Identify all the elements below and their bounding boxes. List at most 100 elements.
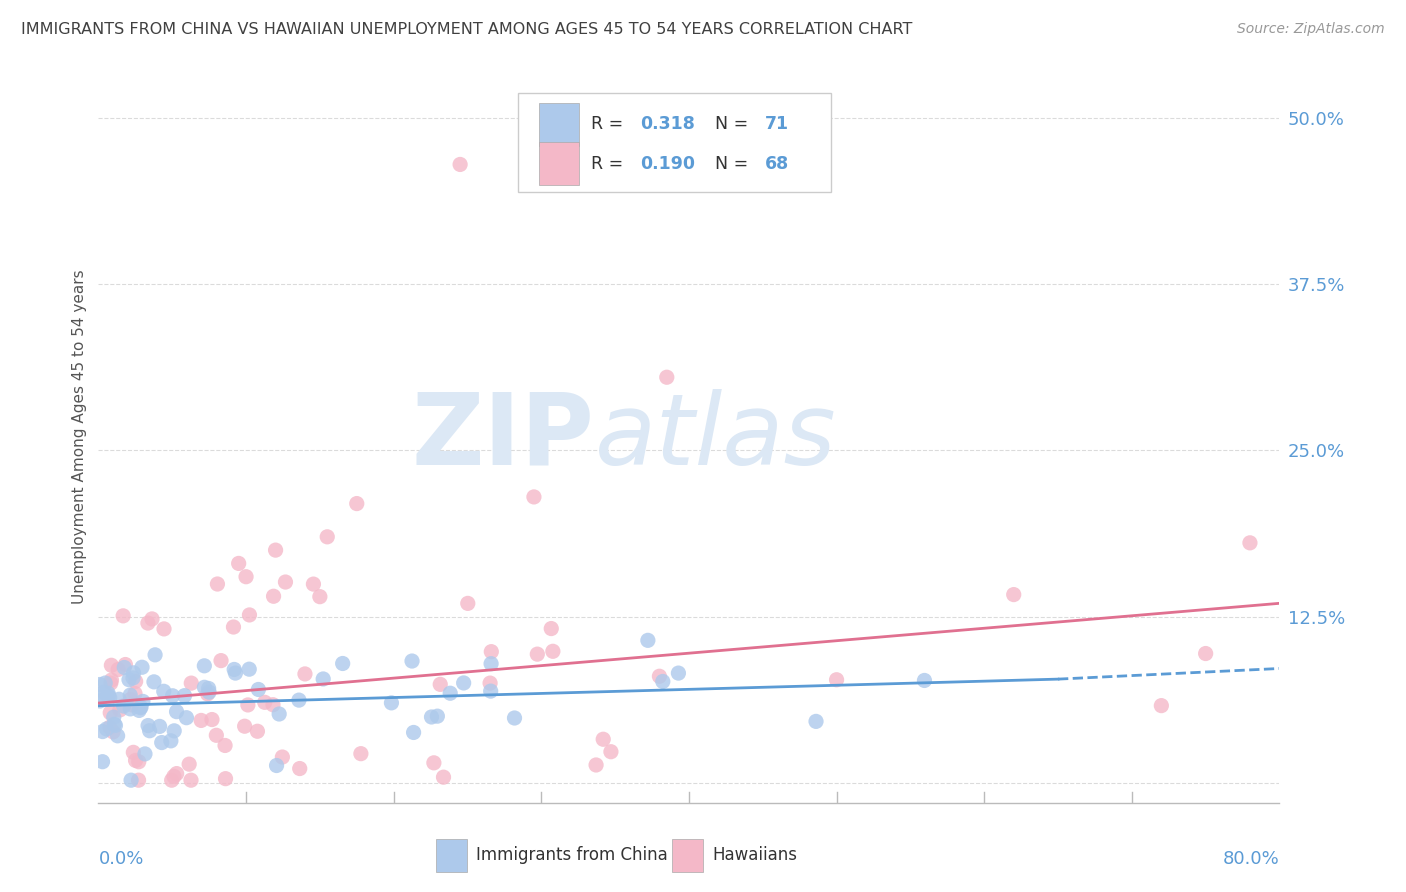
Point: [228, 557, 250, 571]
Point: [128, 703, 150, 717]
Point: [112, 660, 135, 674]
Point: [120, 702, 142, 716]
Point: [97, 686, 120, 700]
Point: [136, 718, 159, 732]
Point: [457, 596, 479, 610]
Point: [346, 497, 368, 511]
Point: [180, 676, 202, 690]
Point: [122, 665, 145, 680]
Point: [263, 589, 285, 603]
Text: ZIP: ZIP: [412, 389, 595, 485]
Point: [122, 671, 145, 685]
Point: [523, 490, 546, 504]
Point: [112, 699, 135, 714]
Point: [120, 773, 142, 788]
Point: [235, 570, 257, 584]
Point: [294, 667, 316, 681]
Point: [332, 657, 354, 671]
Point: [131, 660, 153, 674]
Point: [541, 644, 564, 658]
Point: [668, 666, 690, 681]
Point: [142, 674, 165, 689]
Point: [103, 717, 125, 731]
Point: [637, 633, 659, 648]
Point: [288, 762, 311, 776]
Point: [655, 370, 678, 384]
Point: [302, 577, 325, 591]
Point: [197, 687, 219, 701]
Point: [592, 732, 614, 747]
Point: [120, 688, 142, 702]
Point: [107, 663, 129, 677]
Point: [233, 719, 256, 733]
Point: [600, 745, 623, 759]
Point: [141, 612, 163, 626]
Point: [138, 723, 160, 738]
Point: [129, 700, 152, 714]
Point: [479, 676, 502, 690]
Point: [98, 720, 121, 734]
Point: [180, 773, 202, 788]
Point: [271, 750, 294, 764]
Point: [124, 686, 146, 700]
Text: N =: N =: [714, 154, 754, 173]
Point: [193, 658, 215, 673]
Point: [107, 729, 129, 743]
Text: Hawaiians: Hawaiians: [713, 847, 797, 864]
Text: 0.190: 0.190: [641, 154, 696, 173]
Point: [96, 722, 118, 736]
Point: [479, 657, 502, 671]
Point: [160, 734, 183, 748]
Point: [209, 654, 232, 668]
Point: [651, 674, 673, 689]
FancyBboxPatch shape: [672, 838, 703, 872]
Point: [503, 711, 526, 725]
Text: atlas: atlas: [595, 389, 837, 485]
Point: [246, 724, 269, 739]
Point: [98, 690, 121, 705]
Text: Immigrants from China: Immigrants from China: [477, 847, 668, 864]
Point: [288, 693, 311, 707]
Point: [91, 755, 114, 769]
Point: [104, 718, 127, 732]
Point: [89, 677, 111, 691]
Point: [176, 711, 198, 725]
Point: [380, 696, 402, 710]
Point: [136, 616, 159, 631]
Point: [166, 766, 188, 780]
Point: [153, 622, 176, 636]
Point: [118, 673, 141, 687]
Point: [103, 710, 125, 724]
Point: [236, 698, 259, 712]
Point: [190, 714, 212, 728]
Point: [316, 530, 339, 544]
Point: [100, 658, 122, 673]
Point: [350, 747, 373, 761]
Point: [160, 773, 183, 788]
Point: [108, 692, 131, 706]
Point: [312, 672, 335, 686]
Point: [429, 677, 451, 691]
Text: Source: ZipAtlas.com: Source: ZipAtlas.com: [1237, 22, 1385, 37]
Point: [179, 757, 201, 772]
Point: [143, 648, 166, 662]
Point: [1239, 536, 1261, 550]
Y-axis label: Unemployment Among Ages 45 to 54 years: Unemployment Among Ages 45 to 54 years: [72, 269, 87, 605]
Point: [90, 690, 112, 705]
Text: IMMIGRANTS FROM CHINA VS HAWAIIAN UNEMPLOYMENT AMONG AGES 45 TO 54 YEARS CORRELA: IMMIGRANTS FROM CHINA VS HAWAIIAN UNEMPL…: [21, 22, 912, 37]
Point: [274, 574, 297, 589]
Point: [132, 694, 155, 708]
Point: [1150, 698, 1173, 713]
FancyBboxPatch shape: [538, 142, 579, 186]
Point: [224, 663, 246, 677]
Point: [914, 673, 936, 688]
Point: [526, 647, 548, 661]
Point: [173, 689, 195, 703]
Point: [122, 745, 145, 759]
Point: [1195, 647, 1218, 661]
Point: [207, 577, 229, 591]
Point: [97, 689, 120, 703]
Point: [1002, 588, 1025, 602]
Point: [648, 669, 671, 683]
Point: [197, 681, 219, 696]
